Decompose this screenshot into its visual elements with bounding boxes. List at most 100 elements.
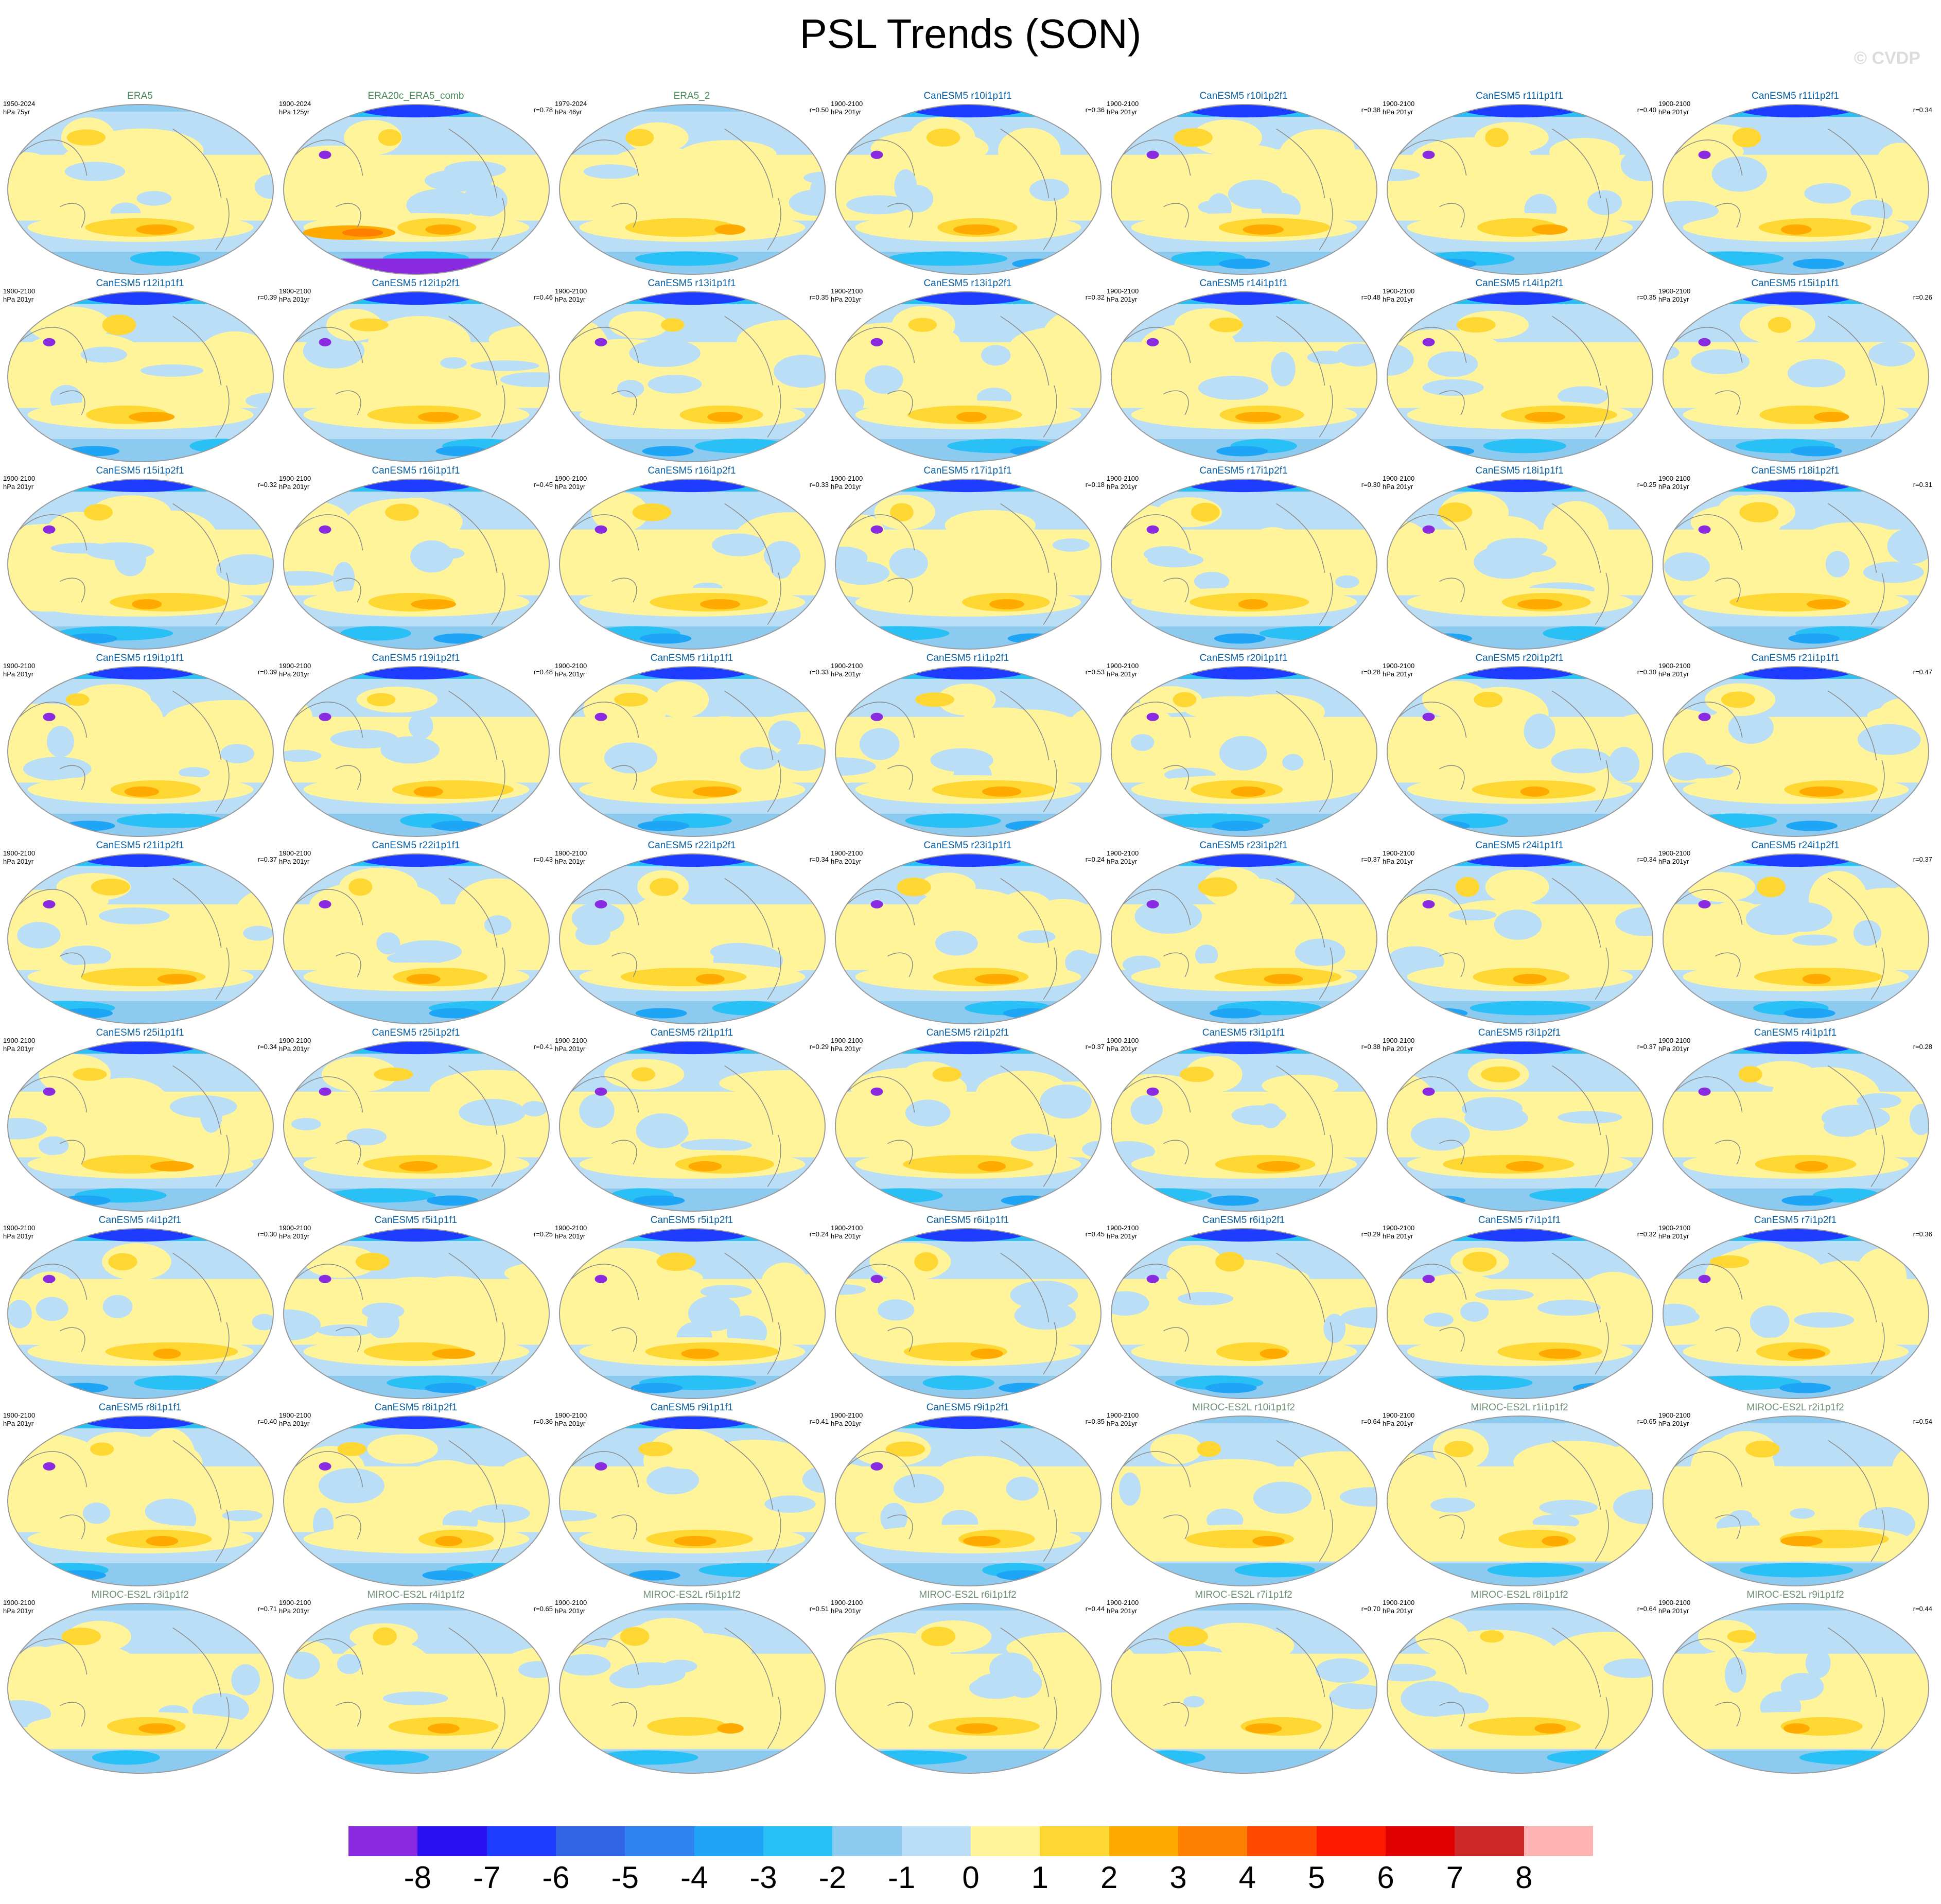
panel-title: CanESM5 r8i1p2f1 <box>374 1402 458 1413</box>
panel-units: hPa 201yr <box>1658 483 1689 491</box>
panel-period: 1900-2100 <box>1658 1411 1691 1419</box>
panel-units: hPa 201yr <box>555 1045 586 1053</box>
panel-correlation: r=0.36 <box>533 1418 553 1425</box>
panel-period: 1900-2100 <box>831 287 863 295</box>
panel-correlation: r=0.33 <box>809 481 829 488</box>
panel-correlation: r=0.40 <box>1637 106 1656 114</box>
colorbar-tick-label: 6 <box>1377 1860 1394 1895</box>
panel-correlation: r=0.35 <box>809 293 829 301</box>
map-panel: CanESM5 r24i1p2f1 1900-2100 hPa 201yr r=0.3… <box>1657 840 1933 1027</box>
trend-map <box>7 853 274 1024</box>
panel-units: hPa 201yr <box>1383 1420 1413 1427</box>
panel-correlation: r=0.71 <box>257 1605 277 1613</box>
panel-correlation: r=0.18 <box>1085 481 1105 488</box>
panel-period: 1900-2100 <box>555 849 587 857</box>
panel-title: CanESM5 r16i1p2f1 <box>648 465 736 476</box>
trend-map <box>559 104 826 275</box>
trend-map <box>835 853 1101 1024</box>
panel-correlation: r=0.65 <box>1637 1418 1656 1425</box>
panel-title: CanESM5 r18i1p2f1 <box>1751 465 1840 476</box>
map-panel: CanESM5 r15i1p2f1 1900-2100 hPa 201yr r=0.3… <box>2 465 278 653</box>
panel-period: 1900-2100 <box>1383 1224 1415 1232</box>
colorbar-tick-label: -1 <box>887 1860 916 1895</box>
trend-map <box>283 1041 550 1212</box>
panel-title: CanESM5 r20i1p1f1 <box>1199 653 1288 663</box>
panel-title: MIROC-ES2L r4i1p1f2 <box>367 1589 465 1600</box>
trend-map <box>1111 1228 1377 1399</box>
panel-title: CanESM5 r9i1p1f1 <box>650 1402 733 1413</box>
colorbar-box <box>348 1826 418 1856</box>
panel-period: 1900-2100 <box>3 1411 36 1419</box>
panel-units: hPa 201yr <box>279 1420 310 1427</box>
panel-units: hPa 201yr <box>1383 1607 1413 1615</box>
panel-title: CanESM5 r15i1p2f1 <box>96 465 184 476</box>
panel-correlation: r=0.36 <box>1085 106 1105 114</box>
panel-units: hPa 201yr <box>831 295 862 303</box>
map-panel: CanESM5 r21i1p2f1 1900-2100 hPa 201yr r=0.3… <box>2 840 278 1027</box>
trend-map <box>283 479 550 650</box>
panel-correlation: r=0.43 <box>533 855 553 863</box>
panel-title: CanESM5 r16i1p1f1 <box>372 465 460 476</box>
panel-correlation: r=0.29 <box>809 1043 829 1051</box>
panel-period: 1900-2100 <box>279 287 311 295</box>
panel-title: CanESM5 r13i1p2f1 <box>923 278 1012 289</box>
map-panel: CanESM5 r12i1p1f1 1900-2100 hPa 201yr r=0.3… <box>2 278 278 465</box>
panel-period: 1900-2100 <box>831 662 863 670</box>
map-panel: CanESM5 r21i1p1f1 1900-2100 hPa 201yr r=0.4… <box>1657 653 1933 840</box>
panel-units: hPa 201yr <box>3 858 34 865</box>
trend-map <box>1111 1603 1377 1774</box>
colorbar-tick-label: 0 <box>962 1860 980 1895</box>
panel-title: CanESM5 r2i1p2f1 <box>926 1027 1009 1038</box>
trend-map <box>1387 1416 1653 1586</box>
panel-correlation: r=0.35 <box>1085 1418 1105 1425</box>
trend-map <box>559 479 826 650</box>
panel-title: CanESM5 r14i1p1f1 <box>1199 278 1288 289</box>
panel-correlation: r=0.34 <box>809 855 829 863</box>
map-panel: CanESM5 r10i1p2f1 1900-2100 hPa 201yr r=0.3… <box>1106 91 1382 278</box>
colorbar-tick-label: -4 <box>680 1860 708 1895</box>
panel-units: hPa 201yr <box>279 1045 310 1053</box>
panel-period: 1900-2100 <box>1383 1599 1415 1606</box>
panel-title: CanESM5 r20i1p2f1 <box>1475 653 1564 663</box>
panel-correlation: r=0.32 <box>257 481 277 488</box>
panel-title: CanESM5 r9i1p2f1 <box>926 1402 1009 1413</box>
panel-correlation: r=0.39 <box>257 668 277 676</box>
colorbar-box <box>1385 1826 1455 1856</box>
trend-map <box>835 1416 1101 1586</box>
panel-units: hPa 201yr <box>555 483 586 491</box>
panel-title: CanESM5 r4i1p2f1 <box>98 1215 182 1226</box>
panel-period: 1900-2100 <box>1107 100 1139 108</box>
panel-period: 1900-2100 <box>279 1224 311 1232</box>
colorbar-tick-label: 2 <box>1100 1860 1118 1895</box>
panel-period: 1900-2100 <box>279 1411 311 1419</box>
panel-correlation: r=0.37 <box>1085 1043 1105 1051</box>
panel-title: CanESM5 r2i1p1f1 <box>650 1027 733 1038</box>
trend-map <box>1111 666 1377 837</box>
panel-title: MIROC-ES2L r9i1p1f2 <box>1746 1589 1844 1600</box>
panel-units: hPa 201yr <box>1383 1232 1413 1240</box>
panel-correlation: r=0.30 <box>257 1230 277 1238</box>
panel-period: 1900-2100 <box>1658 475 1691 482</box>
panel-title: CanESM5 r21i1p1f1 <box>1751 653 1840 663</box>
map-panel: CanESM5 r13i1p2f1 1900-2100 hPa 201yr r=0.3… <box>830 278 1106 465</box>
panel-title: CanESM5 r21i1p2f1 <box>96 840 184 851</box>
panel-period: 1900-2100 <box>555 1224 587 1232</box>
panel-title: CanESM5 r10i1p1f1 <box>923 91 1012 101</box>
panel-title: CanESM5 r18i1p1f1 <box>1475 465 1564 476</box>
trend-map <box>1111 1041 1377 1212</box>
panel-title: CanESM5 r1i1p1f1 <box>650 653 733 663</box>
map-panel: CanESM5 r7i1p2f1 1900-2100 hPa 201yr r=0.36 <box>1657 1215 1933 1402</box>
colorbar-box <box>1247 1826 1317 1856</box>
map-panel: CanESM5 r12i1p2f1 1900-2100 hPa 201yr r=0.4… <box>278 278 554 465</box>
panel-period: 1900-2100 <box>279 1037 311 1044</box>
panel-units: hPa 201yr <box>1107 670 1138 678</box>
trend-map <box>7 666 274 837</box>
panel-title: CanESM5 r12i1p2f1 <box>372 278 460 289</box>
panel-correlation: r=0.41 <box>533 1043 553 1051</box>
panel-title: CanESM5 r5i1p2f1 <box>650 1215 733 1226</box>
panel-title: CanESM5 r10i1p2f1 <box>1199 91 1288 101</box>
map-panel: MIROC-ES2L r5i1p1f2 1900-2100 hPa 201yr r=0… <box>554 1589 830 1777</box>
panel-period: 1900-2100 <box>1383 287 1415 295</box>
panel-units: hPa 201yr <box>279 858 310 865</box>
panel-units: hPa 201yr <box>3 295 34 303</box>
